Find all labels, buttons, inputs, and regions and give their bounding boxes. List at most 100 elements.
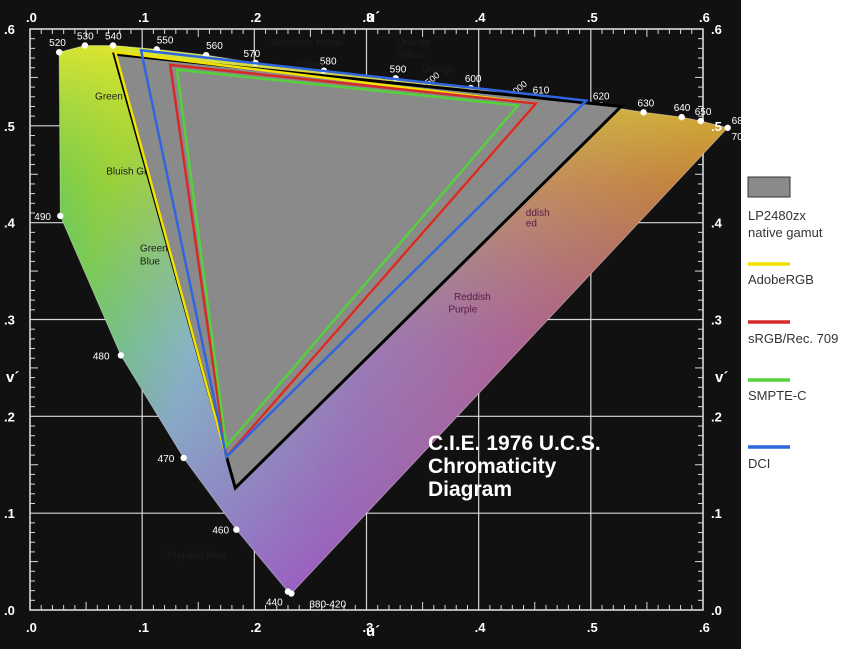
y-tick-label-left: .2 bbox=[4, 409, 15, 424]
wavelength-label-570: 570 bbox=[243, 49, 260, 60]
wavelength-label-540: 540 bbox=[105, 31, 122, 42]
y-tick-label-right: .2 bbox=[711, 409, 722, 424]
y-axis-label-left: v´ bbox=[6, 369, 19, 386]
wavelength-label-630: 630 bbox=[638, 98, 655, 109]
region-label: Yellow bbox=[296, 59, 325, 70]
region-label: Green bbox=[95, 92, 123, 103]
y-tick-label-right: .3 bbox=[711, 313, 722, 328]
region-label: Reddish bbox=[454, 292, 491, 303]
wavelength-point-520 bbox=[55, 49, 63, 56]
locus-end-label: 700-780nm bbox=[732, 132, 783, 143]
x-tick-label-top: .4 bbox=[475, 10, 487, 25]
wavelength-point-540 bbox=[109, 42, 117, 49]
legend: LP2480zx native gamut AdobeRGB sRGB/Rec. 70… bbox=[747, 176, 838, 471]
wavelength-point-650 bbox=[697, 117, 704, 125]
x-tick-label-top: .1 bbox=[138, 10, 149, 25]
x-tick-label-top: .2 bbox=[250, 10, 261, 25]
x-tick-label-top: .6 bbox=[699, 10, 710, 25]
chart-title-line-3: Diagram bbox=[428, 478, 512, 501]
wavelength-point-490 bbox=[57, 212, 64, 220]
gamut-triangles bbox=[112, 48, 625, 491]
legend-label-native: LP2480zx bbox=[748, 208, 806, 223]
spectral-locus-outline bbox=[58, 44, 729, 595]
y-tick-label-right: .5 bbox=[711, 119, 722, 134]
y-tick-label-left: .6 bbox=[4, 22, 15, 37]
y-tick-label-right: .6 bbox=[711, 22, 722, 37]
x-tick-label-bottom: .0 bbox=[26, 620, 37, 635]
wavelength-point-530 bbox=[81, 42, 89, 49]
region-label: Bluish Green bbox=[106, 166, 164, 177]
wavelength-point-480 bbox=[117, 352, 125, 359]
plot-frame bbox=[29, 28, 704, 611]
chart-title: C.I.E. 1976 U.C.S. Chromaticity Diagram bbox=[428, 432, 601, 501]
wavelength-point-640 bbox=[678, 113, 685, 121]
legend-label-srgb-rec-709: sRGB/Rec. 709 bbox=[748, 331, 838, 346]
wavelength-label-610: 610 bbox=[533, 86, 550, 97]
wavelength-label-580: 580 bbox=[320, 57, 337, 68]
x-tick-label-bottom: .5 bbox=[587, 620, 598, 635]
wavelength-label-470: 470 bbox=[158, 454, 175, 465]
x-tick-label-bottom: .3 bbox=[363, 620, 374, 635]
region-label: ddish bbox=[526, 208, 550, 219]
wavelength-label-440: 440 bbox=[266, 598, 283, 609]
x-axis-label-bottom: u´ bbox=[366, 623, 380, 640]
wavelength-point-680 bbox=[724, 124, 731, 131]
y-tick-label-left: .4 bbox=[4, 216, 16, 231]
wavelength-label-640: 640 bbox=[674, 103, 691, 114]
x-tick-label-bottom: .6 bbox=[699, 620, 710, 635]
y-tick-label-left: .0 bbox=[4, 603, 15, 618]
y-tick-label-left: .3 bbox=[4, 313, 15, 328]
gamut-triangle-srgb-rec-709 bbox=[168, 63, 539, 460]
x-tick-label-bottom: .2 bbox=[250, 620, 261, 635]
y-tick-label-right: .4 bbox=[711, 216, 723, 231]
region-label: Orange bbox=[397, 37, 431, 48]
region-label: Yellow bbox=[397, 50, 426, 61]
y-tick-label-right: .1 bbox=[711, 506, 722, 521]
chart-title-line-2: Chromaticity bbox=[428, 455, 557, 478]
y-tick-label-left: .5 bbox=[4, 119, 15, 134]
wavelength-point-460 bbox=[233, 526, 240, 533]
wavelength-label-460: 460 bbox=[212, 526, 229, 537]
legend-label-dci: DCI bbox=[748, 456, 770, 471]
wavelength-label-600: 600 bbox=[465, 74, 482, 85]
wavelength-label-550: 550 bbox=[157, 35, 174, 46]
gamut-triangle-smpte-c bbox=[175, 68, 521, 450]
region-label: Purplish Blue bbox=[167, 551, 226, 562]
wavelength-point-470 bbox=[180, 454, 187, 462]
wavelength-label-590: 590 bbox=[390, 64, 407, 75]
wavelength-label-520: 520 bbox=[49, 38, 66, 49]
legend-swatch-native bbox=[747, 176, 791, 198]
chart-title-line-1: C.I.E. 1976 U.C.S. bbox=[428, 432, 601, 455]
wavelength-label-560: 560 bbox=[206, 41, 223, 52]
wavelength-point-630 bbox=[640, 109, 647, 116]
axes: .0.0.1.1.2.2.3.3.4.4.5.5.6.6.0.0.1.1.2.2… bbox=[4, 9, 728, 640]
wavelength-label-490: 490 bbox=[34, 212, 51, 223]
region-label: Purple bbox=[448, 305, 477, 316]
region-label: Greenish bbox=[140, 244, 181, 255]
x-tick-label-top: .5 bbox=[587, 10, 598, 25]
x-tick-label-bottom: .1 bbox=[138, 620, 149, 635]
legend-background bbox=[741, 0, 865, 649]
legend-label-native: native gamut bbox=[748, 225, 823, 240]
x-tick-label-bottom: .4 bbox=[475, 620, 487, 635]
wavelength-label-680: 680 bbox=[732, 116, 749, 127]
y-tick-label-right: .0 bbox=[711, 603, 722, 618]
region-label: ed bbox=[526, 219, 537, 230]
x-tick-label-top: .0 bbox=[26, 10, 37, 25]
wavelength-label-380-420: 380-420 bbox=[309, 600, 346, 611]
region-label: Greenish Yellow bbox=[271, 37, 343, 48]
y-tick-label-left: .1 bbox=[4, 506, 15, 521]
legend-label-adobergb: AdobeRGB bbox=[748, 272, 814, 287]
y-axis-label-right: v´ bbox=[715, 369, 728, 386]
x-tick-label-top: .3 bbox=[363, 10, 374, 25]
x-axis-label-top: u´ bbox=[366, 9, 380, 26]
region-label: Orange bbox=[421, 65, 455, 76]
wavelength-label-480: 480 bbox=[93, 351, 110, 362]
region-label: Blue bbox=[140, 256, 160, 267]
wavelength-point-440 bbox=[284, 588, 292, 595]
wavelength-label-530: 530 bbox=[77, 31, 94, 42]
gamut-triangle-dci bbox=[139, 48, 590, 460]
wavelength-label-620: 620 bbox=[593, 91, 610, 102]
